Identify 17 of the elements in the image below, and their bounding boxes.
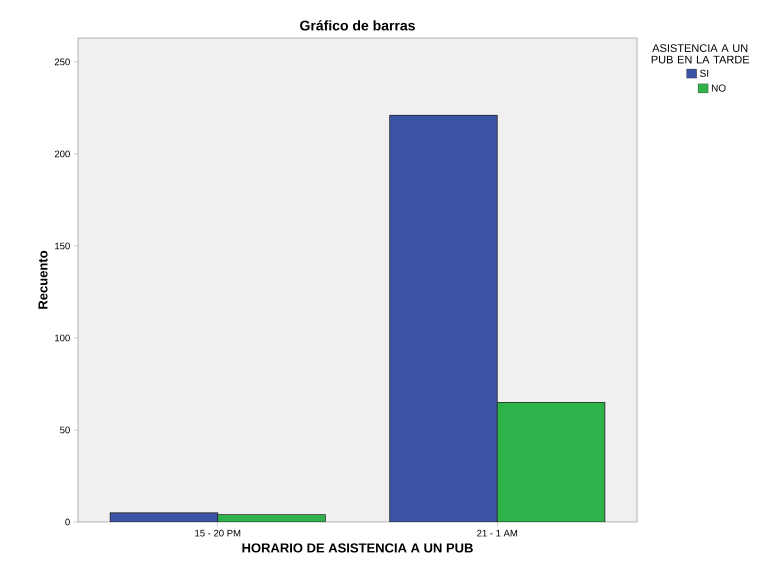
y-tick-label: 50 [60,426,70,434]
y-tick-label: 0 [65,518,70,526]
legend-label: SI [700,70,708,77]
x-tick-label: 21 - 1 AM [477,530,518,536]
y-tick-label: 250 [54,58,70,66]
y-tick-label: 150 [55,242,70,250]
x-tick-label: 15 - 20 PM [195,530,240,536]
legend-title: ASISTENCIA A UN PUB EN LA TARDE [652,44,750,64]
y-axis-title: Recuento [38,250,48,309]
y-tick-label: 200 [54,150,70,158]
bar [389,114,498,522]
bar [110,512,218,522]
chart-title: Gráfico de barras [300,20,415,30]
legend-label: NO [712,84,726,92]
bar [496,402,606,522]
x-axis-title: HORARIO DE ASISTENCIA A UN PUB [242,543,473,553]
y-tick-label: 100 [55,334,70,342]
